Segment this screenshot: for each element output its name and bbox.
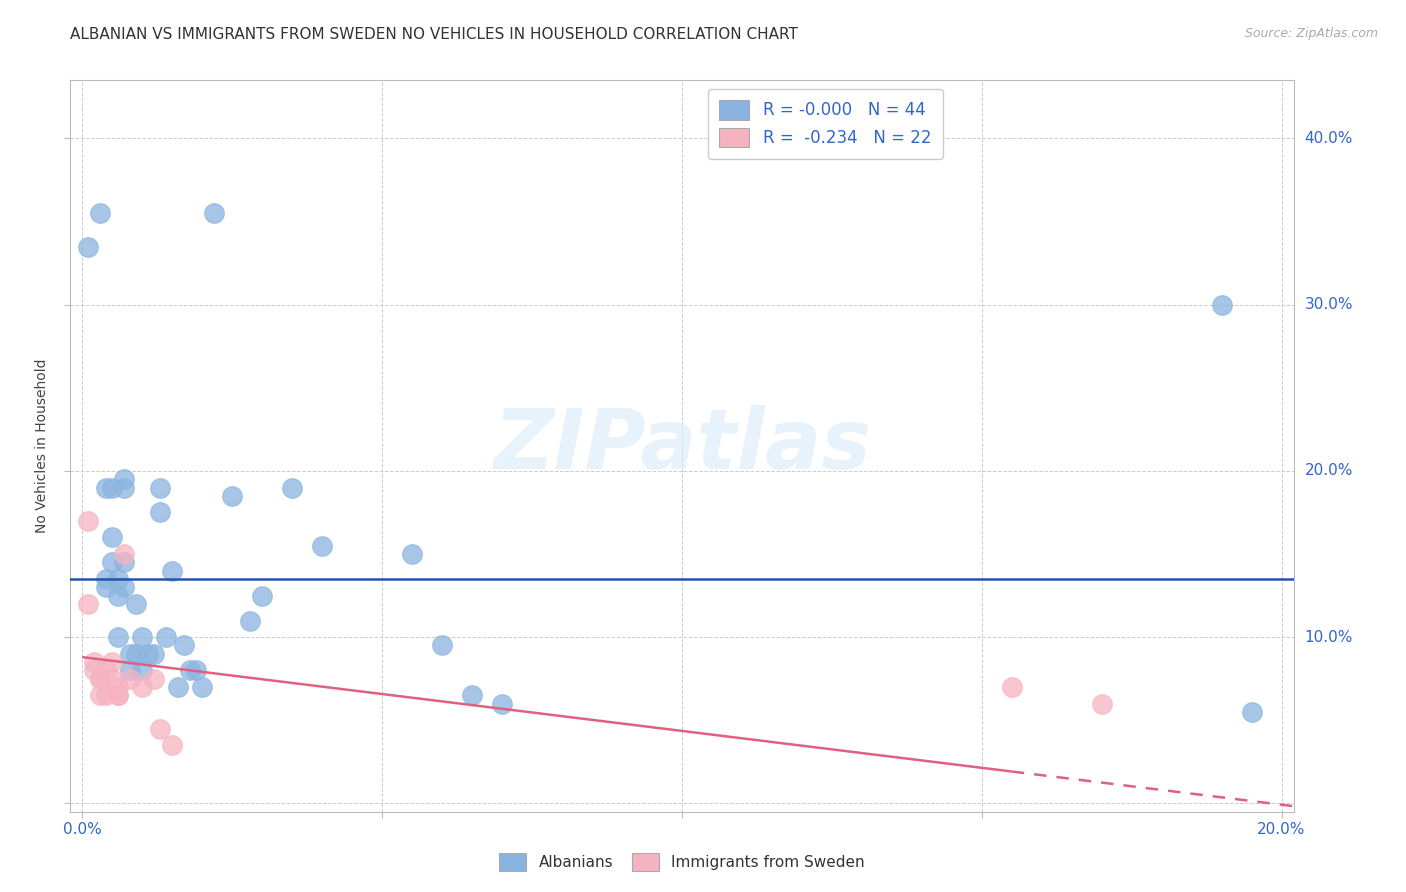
Point	[77, 239, 100, 253]
Point	[83, 655, 105, 669]
Point	[491, 697, 513, 711]
Point	[311, 539, 333, 553]
Point	[131, 630, 153, 644]
Point	[143, 672, 166, 686]
Point	[120, 647, 142, 661]
Point	[239, 614, 262, 628]
Point	[1211, 298, 1233, 312]
Point	[107, 589, 129, 603]
Point	[112, 472, 135, 486]
Point	[120, 664, 142, 678]
Point	[1240, 705, 1263, 719]
Point	[101, 530, 124, 544]
Point	[131, 680, 153, 694]
Point	[96, 572, 118, 586]
Point	[101, 655, 124, 669]
Point	[281, 481, 304, 495]
Point	[136, 647, 159, 661]
Point	[107, 630, 129, 644]
Point	[83, 664, 105, 678]
Point	[89, 689, 111, 703]
Point	[112, 580, 135, 594]
Point	[221, 489, 243, 503]
Point	[112, 555, 135, 569]
Point	[149, 481, 172, 495]
Point	[101, 672, 124, 686]
Point	[131, 664, 153, 678]
Point	[160, 738, 183, 752]
Point	[77, 597, 100, 611]
Point	[155, 630, 177, 644]
Text: ZIPatlas: ZIPatlas	[494, 406, 870, 486]
Point	[149, 506, 172, 520]
Point	[149, 722, 172, 736]
Point	[120, 672, 142, 686]
Point	[160, 564, 183, 578]
Y-axis label: No Vehicles in Household: No Vehicles in Household	[35, 359, 49, 533]
Text: 20.0%: 20.0%	[1305, 464, 1353, 478]
Point	[202, 206, 225, 220]
Point	[167, 680, 190, 694]
Point	[107, 680, 129, 694]
Point	[1091, 697, 1114, 711]
Point	[107, 689, 129, 703]
Point	[191, 680, 214, 694]
Point	[401, 547, 423, 561]
Point	[173, 639, 195, 653]
Point	[143, 647, 166, 661]
Text: ALBANIAN VS IMMIGRANTS FROM SWEDEN NO VEHICLES IN HOUSEHOLD CORRELATION CHART: ALBANIAN VS IMMIGRANTS FROM SWEDEN NO VE…	[70, 27, 799, 42]
Point	[125, 647, 148, 661]
Point	[461, 689, 484, 703]
Point	[89, 206, 111, 220]
Point	[430, 639, 453, 653]
Point	[96, 481, 118, 495]
Point	[96, 689, 118, 703]
Point	[96, 580, 118, 594]
Point	[96, 664, 118, 678]
Point	[112, 481, 135, 495]
Point	[89, 672, 111, 686]
Point	[107, 689, 129, 703]
Legend: Albanians, Immigrants from Sweden: Albanians, Immigrants from Sweden	[492, 847, 872, 877]
Point	[89, 672, 111, 686]
Point	[186, 664, 208, 678]
Point	[125, 597, 148, 611]
Text: 10.0%: 10.0%	[1305, 630, 1353, 645]
Point	[77, 514, 100, 528]
Point	[112, 547, 135, 561]
Point	[107, 572, 129, 586]
Text: 40.0%: 40.0%	[1305, 131, 1353, 146]
Point	[179, 664, 201, 678]
Text: Source: ZipAtlas.com: Source: ZipAtlas.com	[1244, 27, 1378, 40]
Point	[250, 589, 273, 603]
Point	[101, 481, 124, 495]
Point	[101, 555, 124, 569]
Point	[1001, 680, 1024, 694]
Text: 30.0%: 30.0%	[1305, 297, 1353, 312]
